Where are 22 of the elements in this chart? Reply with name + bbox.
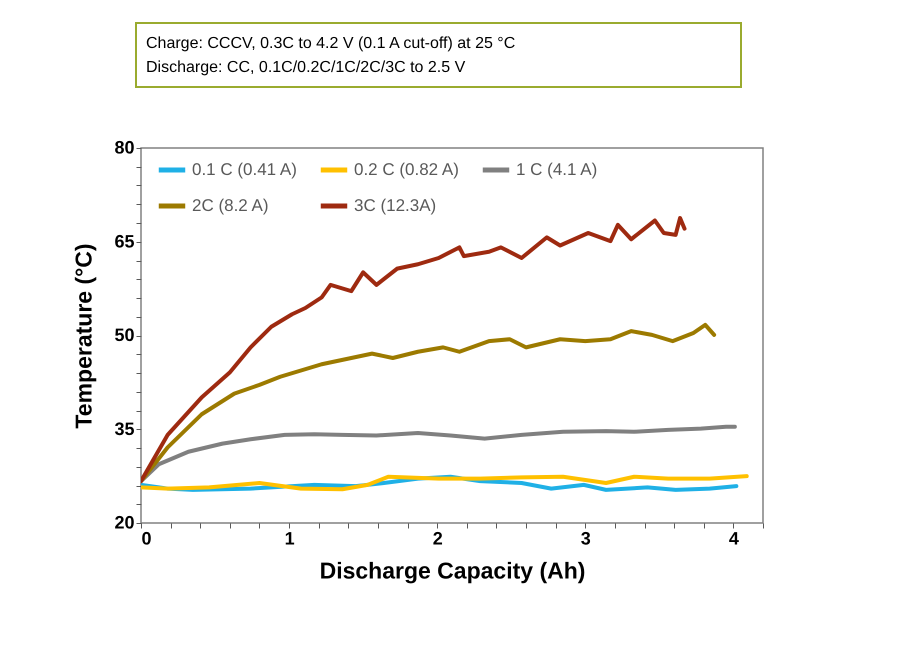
legend-label: 2C (8.2 A) [192,196,269,215]
legend-label: 0.2 C (0.82 A) [354,160,459,179]
x-tick-label: 0 [142,528,152,548]
line-series [141,216,687,484]
legend-label: 3C (12.3A) [354,196,436,215]
x-tick-label: 1 [284,528,295,548]
text: Discharge: CC, 0.1C/0.2C/1C/2C/3C to 2.5 V [146,59,466,76]
y-tick-label: 20 [114,512,134,532]
legend-label: 1 C (4.1 A) [516,160,598,179]
line-series [141,424,737,484]
y-tick-label: 50 [114,325,134,345]
text: Charge: CCCV, 0.3C to 4.2 V (0.1 A cut-off) at 25 °C [146,35,516,52]
x-tick-label: 4 [728,528,739,548]
y-axis-title: Temperature (°C) [70,243,96,429]
x-tick-label: 3 [580,528,591,548]
y-tick-label: 35 [114,418,134,439]
x-axis-title: Discharge Capacity (Ah) [320,558,586,584]
y-tick-label: 65 [114,231,134,252]
legend-label: 0.1 C (0.41 A) [192,160,297,179]
y-tick-label: 80 [114,138,134,158]
x-tick-label: 2 [432,528,443,548]
line-series [141,322,716,484]
